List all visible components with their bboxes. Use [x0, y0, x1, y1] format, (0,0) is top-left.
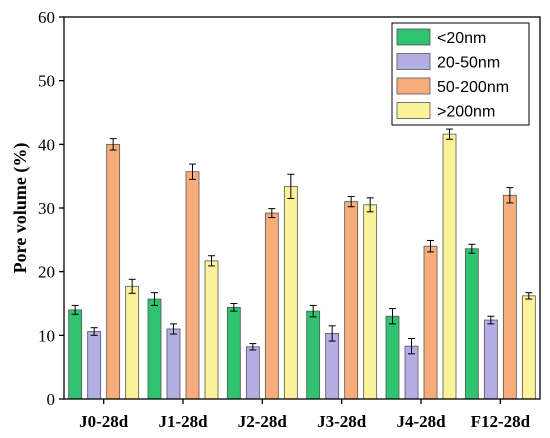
- bar: [502, 194, 517, 400]
- bars-layer: [68, 133, 536, 400]
- bar: [344, 201, 359, 400]
- bar: [147, 298, 162, 400]
- legend-label: 20-50nm: [437, 55, 500, 72]
- bar: [185, 171, 200, 400]
- x-tick-label: J4-28d: [396, 412, 446, 431]
- legend-swatch: [396, 53, 431, 70]
- bar: [521, 295, 536, 400]
- bar: [264, 212, 279, 400]
- legend-swatch: [396, 102, 431, 119]
- bar: [423, 245, 438, 400]
- y-ticks-layer: 0 10 20 30 40 50 60: [38, 8, 64, 409]
- bar: [166, 328, 181, 400]
- y-tick-label: 30: [38, 199, 55, 218]
- bar: [483, 319, 498, 400]
- y-tick-label: 50: [38, 72, 55, 91]
- x-tick-label: J1-28d: [158, 412, 208, 431]
- bar: [464, 248, 479, 400]
- bar: [204, 260, 219, 400]
- bar: [125, 285, 140, 400]
- legend-label: <20nm: [437, 30, 486, 47]
- bar: [363, 204, 378, 400]
- y-tick-label: 60: [38, 8, 55, 27]
- bar: [87, 331, 102, 400]
- legend-label: >200nm: [437, 104, 495, 121]
- bar: [442, 133, 457, 400]
- x-tick-label: J2-28d: [238, 412, 288, 431]
- y-tick-label: 0: [47, 390, 56, 409]
- y-axis-title: Pore volume (%): [10, 143, 31, 274]
- legend-swatch: [396, 77, 431, 95]
- y-tick-label: 10: [38, 326, 55, 345]
- bar: [245, 346, 260, 400]
- bar: [385, 315, 400, 400]
- bar: [68, 309, 83, 400]
- x-tick-label: J3-28d: [317, 412, 367, 431]
- legend-swatch: [396, 28, 431, 46]
- error-bars-layer: [71, 128, 533, 355]
- bar: [325, 333, 340, 400]
- x-tick-label: F12-28d: [471, 412, 531, 431]
- y-tick-label: 20: [38, 263, 55, 282]
- bar: [283, 185, 298, 400]
- bar: [106, 143, 121, 400]
- x-ticks-layer: J0-28d J1-28d J2-28d J3-28d J4-28d F12-28d: [79, 399, 531, 431]
- legend-label: 50-200nm: [437, 79, 509, 96]
- bar: [226, 306, 241, 400]
- bar: [306, 310, 321, 400]
- legend: <20nm 20-50nm 50-200nm >200nm: [391, 22, 530, 126]
- y-tick-label: 40: [38, 135, 55, 154]
- x-tick-label: J0-28d: [79, 412, 129, 431]
